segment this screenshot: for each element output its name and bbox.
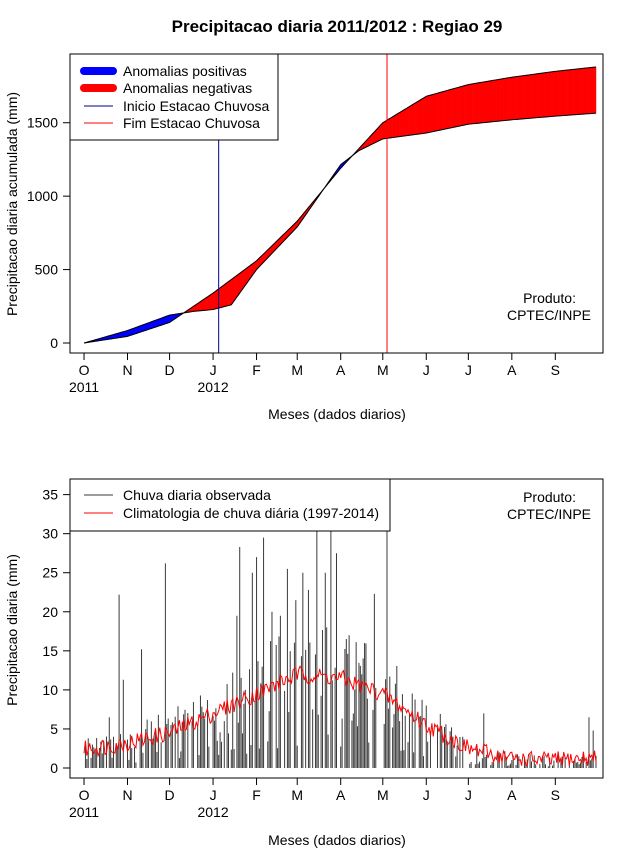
x-tick-label: M — [377, 362, 389, 378]
x-tick-label: J — [423, 787, 430, 803]
legend-end-label: Fim Estacao Chuvosa — [123, 115, 260, 131]
accumulated-precipitation-chart: 0 500 1000 1500 O N D J F M A M J J A S 2011 2012 Precip… — [4, 53, 604, 422]
x-tick-label: J — [210, 787, 217, 803]
x-tick-label: M — [377, 787, 389, 803]
x-tick-label: F — [252, 787, 261, 803]
legend-negative-label: Anomalias negativas — [123, 80, 252, 96]
x-year-label: 2011 — [69, 379, 99, 395]
top-anomaly-areas — [83, 66, 597, 344]
x-tick-label: D — [165, 362, 175, 378]
y-tick-label: 500 — [35, 262, 59, 278]
climatology-line — [83, 665, 597, 767]
x-year-label: 2011 — [69, 804, 99, 820]
x-year-label: 2012 — [197, 804, 228, 820]
bottom-product-label: Produto: — [523, 489, 576, 505]
x-tick-label: N — [122, 787, 132, 803]
x-tick-label: J — [465, 362, 472, 378]
y-tick-label: 0 — [50, 335, 58, 351]
y-tick-label: 15 — [42, 643, 58, 659]
y-tick-label: 25 — [42, 565, 58, 581]
bottom-x-axis: O N D J F M A M J J A S 2011 2012 — [69, 777, 560, 820]
y-tick-label: 5 — [50, 721, 58, 737]
y-tick-label: 1000 — [27, 188, 58, 204]
y-tick-label: 10 — [42, 682, 58, 698]
x-tick-label: A — [336, 787, 346, 803]
bottom-legend-box — [69, 478, 391, 532]
bottom-legend: Chuva diaria observada Climatologia de c… — [69, 478, 391, 532]
bottom-x-axis-label: Meses (dados diarios) — [268, 832, 406, 848]
y-tick-label: 30 — [42, 526, 58, 542]
negative-anomaly-band — [594, 66, 597, 114]
top-product-label: Produto: — [523, 290, 576, 306]
x-tick-label: S — [551, 787, 560, 803]
x-tick-label: O — [79, 362, 90, 378]
x-tick-label: J — [210, 362, 217, 378]
y-tick-label: 0 — [50, 760, 58, 776]
x-year-label: 2012 — [197, 379, 228, 395]
x-tick-label: N — [122, 362, 132, 378]
bottom-product-source: CPTEC/INPE — [507, 506, 591, 522]
x-tick-label: F — [252, 362, 261, 378]
x-tick-label: M — [291, 362, 303, 378]
x-tick-label: M — [291, 787, 303, 803]
x-tick-label: D — [165, 787, 175, 803]
legend-observed-label: Chuva diaria observada — [123, 487, 271, 503]
x-tick-label: O — [79, 787, 90, 803]
bottom-y-axis: 0 5 10 15 20 25 30 35 — [42, 487, 71, 776]
x-tick-label: S — [551, 362, 560, 378]
top-y-axis-label: Precipitacao diaria acumulada (mm) — [4, 92, 20, 316]
daily-rain-bars — [84, 525, 597, 768]
top-x-axis: O N D J F M A M J J A S 2011 2012 — [69, 352, 560, 395]
top-x-axis-label: Meses (dados diarios) — [268, 406, 406, 422]
x-tick-label: J — [423, 362, 430, 378]
y-tick-label: 1500 — [27, 115, 58, 131]
legend-climatology-label: Climatologia de chuva diária (1997-2014) — [123, 505, 379, 521]
top-y-axis: 0 500 1000 1500 — [27, 115, 71, 351]
observed-accumulated-line — [83, 112, 597, 344]
chart-title: Precipitacao diaria 2011/2012 : Regiao 2… — [172, 17, 503, 36]
y-tick-label: 20 — [42, 604, 58, 620]
x-tick-label: A — [507, 787, 517, 803]
bottom-y-axis-label: Precipitacao diaria (mm) — [4, 554, 20, 706]
x-tick-label: A — [507, 362, 517, 378]
climatology-daily-line — [83, 665, 597, 767]
climatology-accumulated-line — [83, 66, 597, 344]
legend-onset-label: Inicio Estacao Chuvosa — [123, 98, 270, 114]
top-product-source: CPTEC/INPE — [507, 307, 591, 323]
legend-positive-label: Anomalias positivas — [123, 63, 247, 79]
x-tick-label: A — [336, 362, 346, 378]
x-tick-label: J — [465, 787, 472, 803]
daily-precipitation-chart: 0 5 10 15 20 25 30 35 O N D J F M A M J J A S 2011 2012 Prec… — [4, 478, 604, 848]
y-tick-label: 35 — [42, 487, 58, 503]
top-legend: Anomalias positivas Anomalias negativas … — [69, 53, 279, 141]
